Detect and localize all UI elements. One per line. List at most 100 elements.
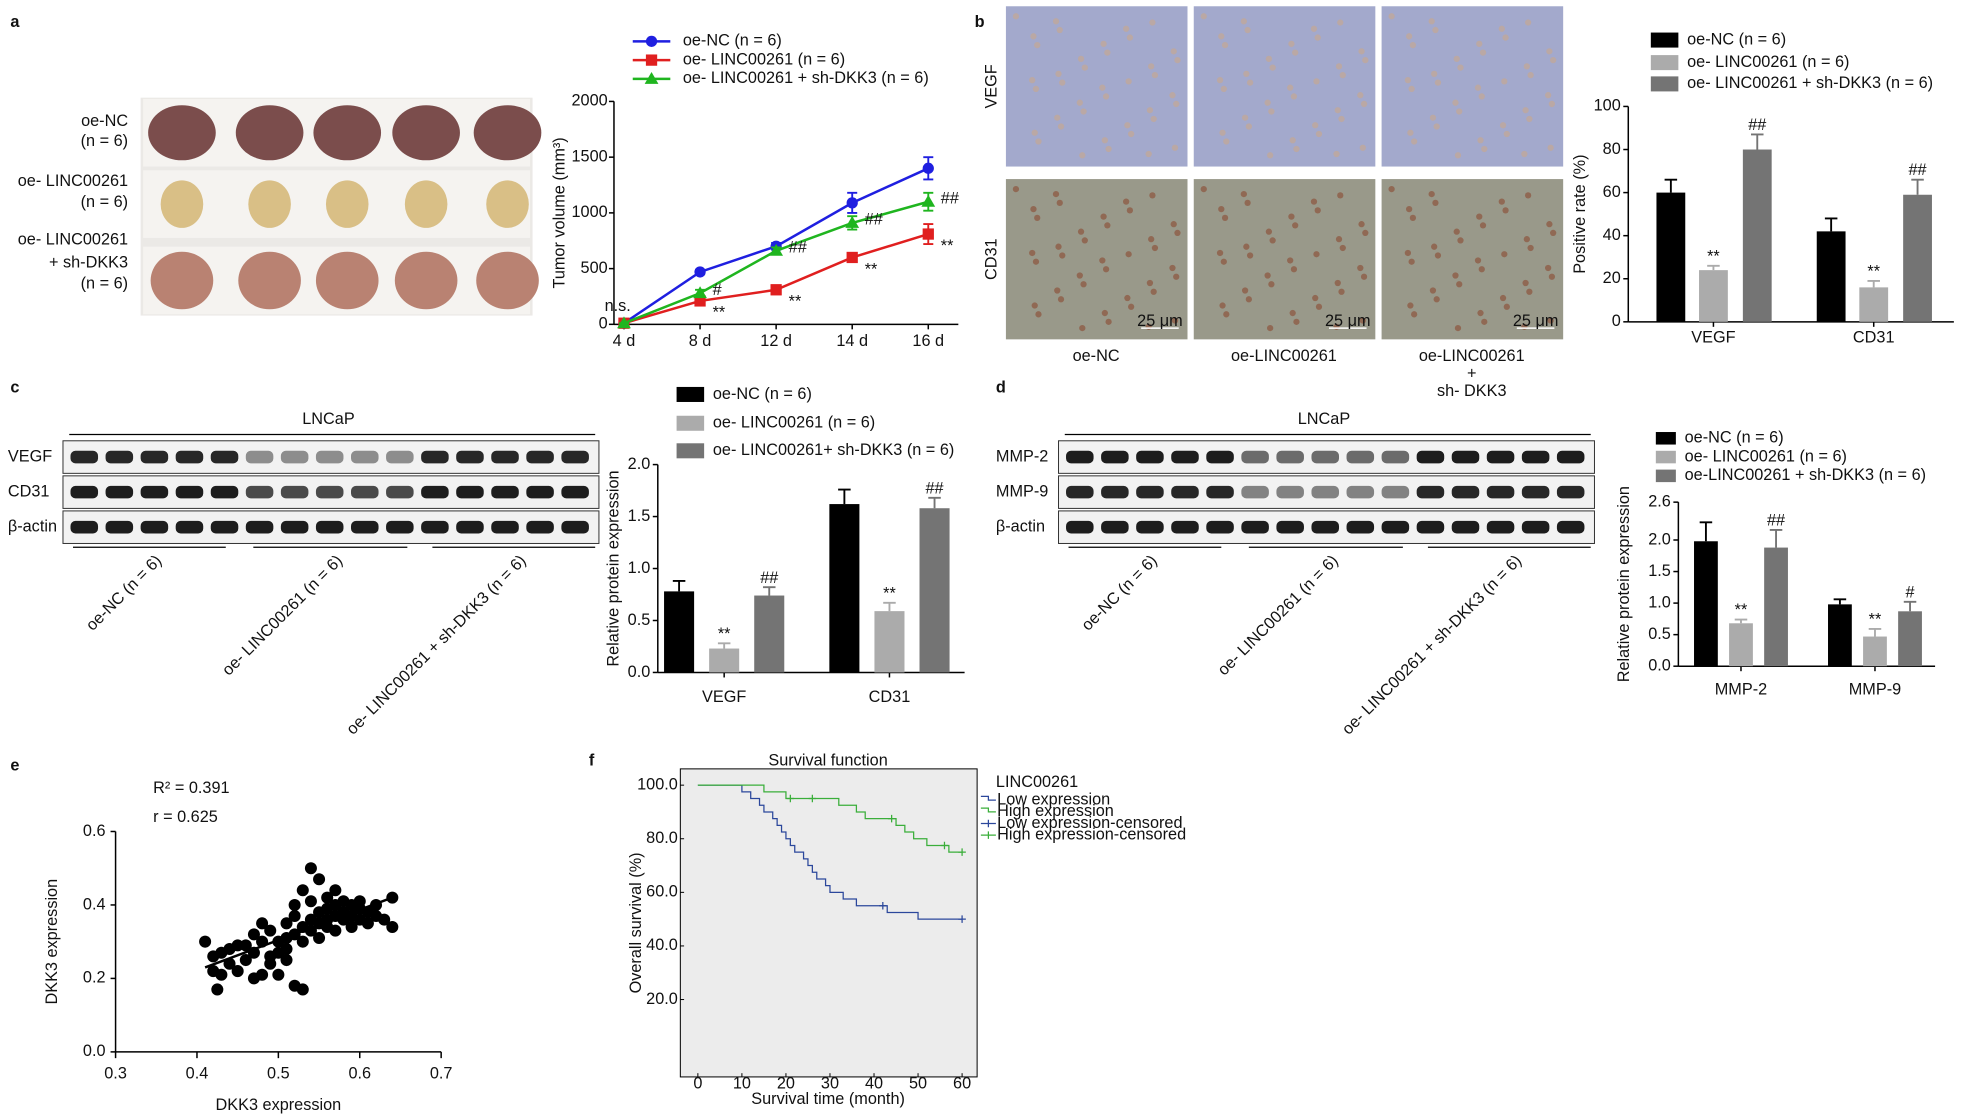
error-bar — [1751, 133, 1764, 150]
band — [140, 485, 169, 499]
tumor — [313, 105, 382, 161]
band — [1521, 485, 1550, 499]
stain — [1310, 198, 1318, 205]
stain — [1498, 25, 1505, 32]
band — [1416, 485, 1445, 499]
stain — [1055, 70, 1062, 78]
stain — [1434, 79, 1442, 86]
band — [1101, 450, 1129, 464]
plot-area — [679, 768, 978, 1078]
stain — [1150, 115, 1157, 123]
error-bar — [1707, 264, 1720, 271]
group-label: oe- LINC00261 (n = 6) — [219, 552, 347, 680]
x-tick-label: 10 — [733, 1075, 751, 1093]
stain — [1265, 228, 1273, 235]
stain — [1457, 64, 1464, 71]
stain — [1244, 26, 1251, 34]
point — [329, 924, 342, 937]
stain — [1264, 99, 1271, 106]
point — [922, 228, 934, 240]
stain — [1220, 85, 1227, 93]
x-tick-label: 4 d — [613, 332, 636, 350]
tumor — [150, 251, 214, 310]
stain — [1546, 48, 1553, 55]
point — [247, 928, 260, 941]
ihc-image — [1005, 6, 1188, 167]
stain — [1479, 49, 1487, 56]
stain — [1264, 272, 1271, 279]
band — [1276, 450, 1304, 464]
stain — [1200, 13, 1207, 20]
significance: ## — [925, 479, 943, 497]
stain — [1359, 144, 1366, 151]
stain — [1128, 130, 1135, 138]
stain — [1145, 150, 1152, 158]
stain — [1339, 244, 1346, 252]
band — [1171, 450, 1199, 464]
stain — [1057, 123, 1065, 130]
stain — [1146, 279, 1154, 287]
stain — [1169, 264, 1176, 272]
bar — [1903, 194, 1932, 322]
stain — [1434, 252, 1442, 259]
stain — [1128, 303, 1135, 310]
band — [491, 450, 519, 464]
row-label: CD31 — [982, 238, 1000, 280]
band — [561, 485, 589, 499]
band — [1381, 520, 1410, 534]
legend-line — [980, 831, 996, 839]
x-tick-label: VEGF — [702, 688, 746, 706]
stain — [1477, 309, 1484, 317]
legend-label: oe-LINC00261 + sh-DKK3 (n = 6) — [1685, 466, 1926, 484]
stain — [1314, 34, 1321, 41]
stain — [1499, 122, 1507, 129]
stain — [1313, 251, 1320, 258]
stain — [1221, 41, 1229, 49]
stain — [1474, 84, 1482, 91]
error-bar — [838, 488, 851, 505]
bar — [754, 595, 785, 673]
band — [175, 520, 204, 534]
stain — [1550, 229, 1557, 237]
band — [350, 450, 379, 464]
band — [1311, 520, 1340, 534]
stain — [1333, 150, 1340, 158]
band — [280, 450, 309, 464]
stain — [1478, 266, 1485, 273]
stain — [1105, 145, 1112, 153]
point — [256, 917, 269, 930]
cell-line: LNCaP — [302, 410, 354, 428]
stain — [1292, 49, 1299, 56]
survival-curve — [697, 784, 963, 920]
band — [140, 450, 169, 464]
stain — [1035, 311, 1042, 318]
band — [140, 520, 169, 534]
censor-mark — [786, 794, 795, 803]
stain — [1290, 266, 1298, 273]
y-tick-label: 2000 — [572, 92, 608, 110]
stain — [1220, 258, 1227, 265]
stain — [1012, 185, 1020, 193]
band — [1556, 485, 1585, 499]
stain — [1221, 214, 1229, 222]
stain — [1456, 108, 1463, 115]
stain — [1012, 13, 1020, 20]
point — [846, 251, 858, 264]
stain — [1502, 34, 1509, 41]
y-tick-label: 0.4 — [83, 895, 106, 913]
stain — [1431, 243, 1438, 250]
x-tick-label: 20 — [777, 1075, 795, 1093]
band — [1346, 450, 1375, 464]
legend-swatch — [1650, 55, 1679, 71]
point — [361, 917, 374, 930]
stain — [1123, 198, 1130, 205]
band — [491, 485, 519, 499]
stain — [1029, 249, 1036, 257]
stain — [1267, 152, 1274, 159]
x-tick-label: 0.3 — [104, 1065, 127, 1083]
group-label: oe- LINC00261 (n = 6) — [1214, 552, 1342, 680]
x-tick-label: 16 d — [912, 332, 944, 350]
y-tick-label: 1.0 — [1648, 593, 1671, 611]
point — [694, 295, 706, 307]
panel-label: e — [10, 757, 19, 775]
